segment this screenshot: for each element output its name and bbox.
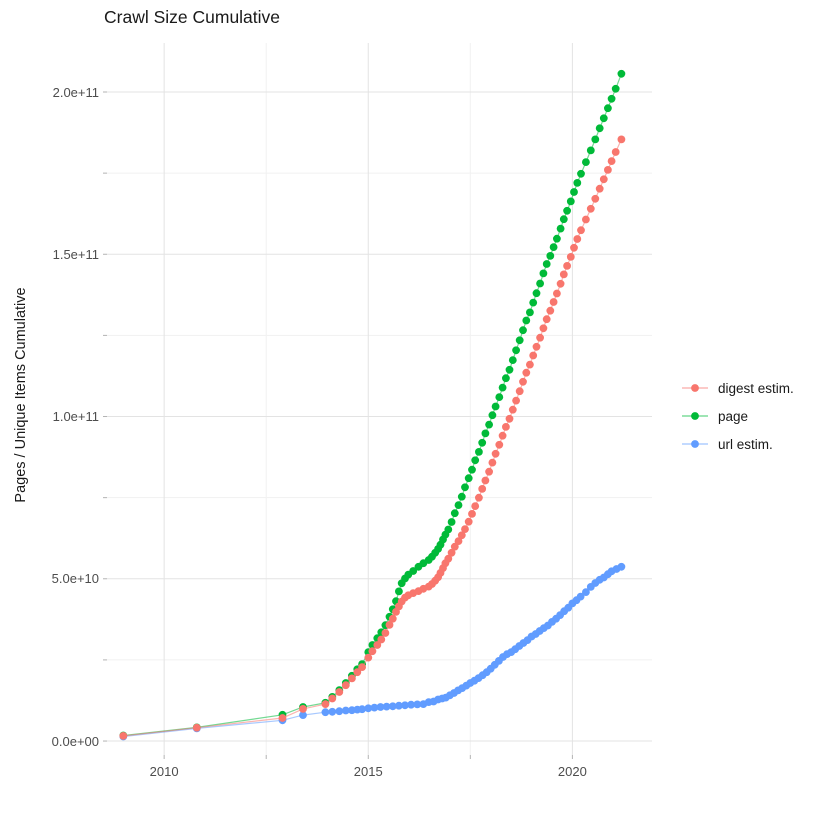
legend-item-url-estim: url estim.	[681, 436, 794, 452]
y-tick-label: 1.0e+11	[52, 409, 99, 425]
legend-key-icon	[682, 440, 708, 448]
legend-item-page: page	[681, 408, 794, 424]
x-tick-label: 2010	[149, 764, 179, 779]
x-tick-label: 2020	[557, 764, 587, 779]
axis-tick-marks	[103, 91, 573, 759]
y-tick-label: 1.5e+11	[52, 246, 99, 262]
series-page	[119, 69, 626, 740]
legend-label: digest estim.	[718, 380, 794, 396]
grid-major	[107, 43, 652, 755]
legend: digest estim. page url estim.	[681, 380, 794, 452]
y-axis-title: Pages / Unique Items Cumulative	[13, 287, 29, 503]
legend-label: page	[718, 408, 749, 424]
y-tick-label: 5.0e+10	[51, 571, 99, 587]
series-url-estim	[119, 562, 626, 741]
chart-title: Crawl Size Cumulative	[104, 7, 281, 27]
legend-key-icon	[682, 412, 708, 420]
legend-key-icon	[682, 384, 708, 392]
series-digest-estim	[119, 135, 626, 740]
legend-item-digest-estim: digest estim.	[681, 380, 794, 396]
legend-label: url estim.	[718, 436, 773, 452]
grid-minor	[107, 43, 652, 755]
y-tick-label: 2.0e+11	[52, 84, 99, 100]
x-tick-label: 2015	[353, 764, 383, 779]
y-tick-label: 0.0e+00	[51, 733, 99, 749]
